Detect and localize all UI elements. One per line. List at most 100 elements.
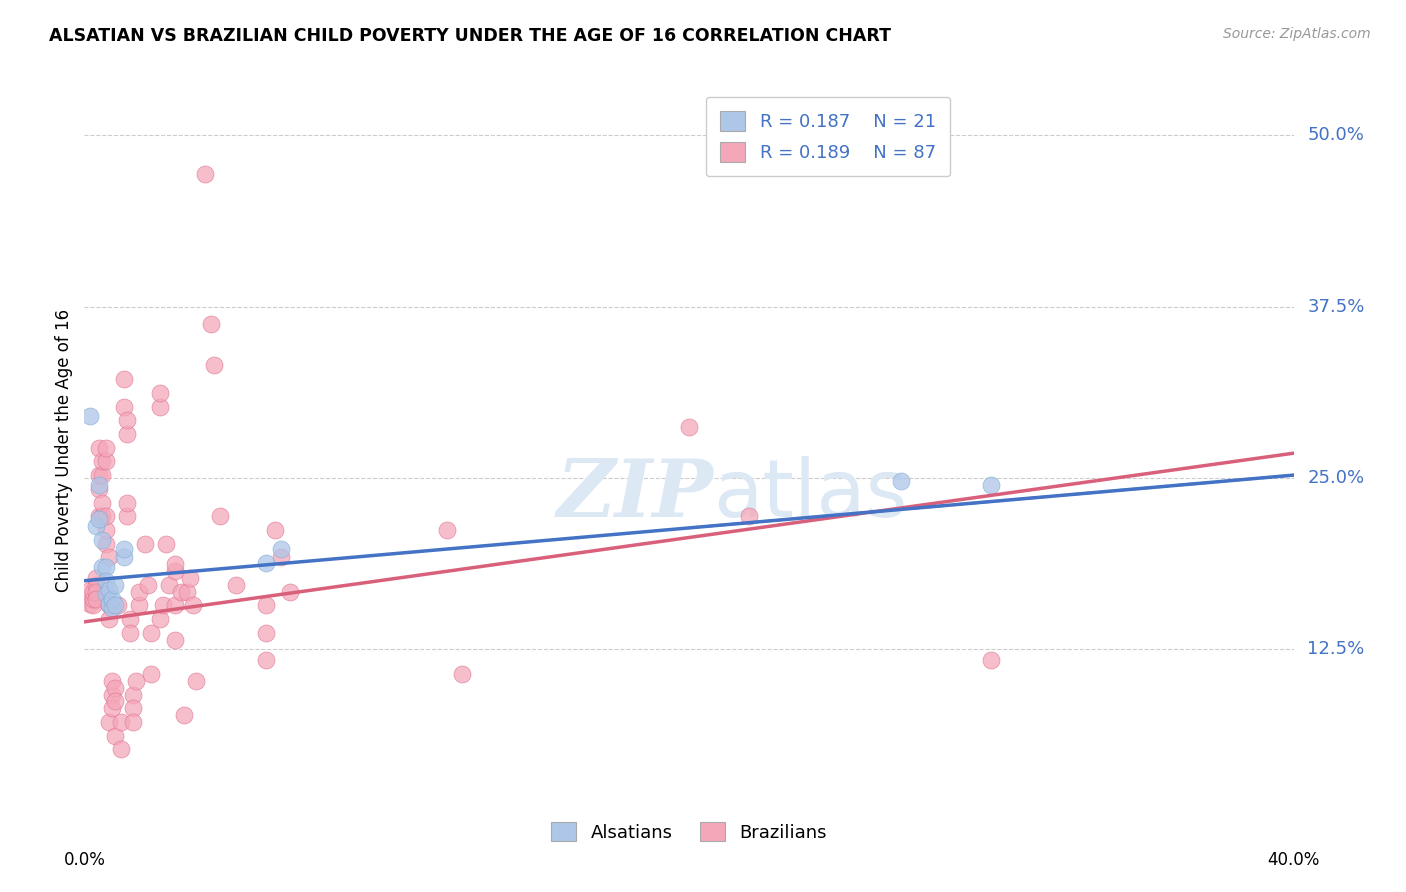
Point [89,441,111,455]
Point [152,599,174,613]
Point [97,597,120,611]
Point [225,578,247,592]
Text: ZIP: ZIP [557,456,713,533]
Point [110,742,132,756]
Point [82,584,104,599]
Text: Source: ZipAtlas.com: Source: ZipAtlas.com [1223,27,1371,41]
Text: 50.0%: 50.0% [1308,126,1364,145]
Point [254,653,277,667]
Point [179,571,201,585]
Point [678,420,700,434]
Point [254,556,277,570]
Point [89,468,111,483]
Point [97,550,120,565]
Point [139,625,162,640]
Point [118,612,141,626]
Text: 0.0%: 0.0% [63,851,105,869]
Point [104,729,127,743]
Point [86,591,108,606]
Point [278,584,301,599]
Point [89,482,111,496]
Point [100,701,122,715]
Point [112,400,135,414]
Point [91,468,114,483]
Point [91,509,114,524]
Text: atlas: atlas [713,456,907,534]
Point [139,667,162,681]
Text: ALSATIAN VS BRAZILIAN CHILD POVERTY UNDER THE AGE OF 16 CORRELATION CHART: ALSATIAN VS BRAZILIAN CHILD POVERTY UNDE… [49,27,891,45]
Point [115,495,138,509]
Point [128,584,150,599]
Point [107,599,129,613]
Point [170,584,193,599]
Point [980,653,1002,667]
Point [125,673,148,688]
Point [254,599,277,613]
Point [104,694,127,708]
Point [86,519,108,533]
Point [173,708,195,723]
Point [112,372,135,386]
Point [94,560,117,574]
Point [263,523,285,537]
Point [97,583,120,598]
Point [110,714,132,729]
Y-axis label: Child Poverty Under the Age of 16: Child Poverty Under the Age of 16 [55,309,73,592]
Point [165,564,187,578]
Point [136,578,159,592]
Point [270,550,292,565]
Point [91,495,114,509]
Point [128,599,150,613]
Point [91,533,114,547]
Point [89,512,111,526]
Point [94,587,117,601]
Point [149,612,172,626]
Point [149,400,172,414]
Point [176,584,198,599]
Point [97,612,120,626]
Point [94,523,117,537]
Point [112,542,135,557]
Point [86,578,108,592]
Point [890,474,912,488]
Text: 25.0%: 25.0% [1308,469,1365,487]
Text: 37.5%: 37.5% [1308,298,1365,316]
Point [100,688,122,702]
Point [115,427,138,442]
Point [104,599,127,613]
Point [97,599,120,613]
Point [436,523,458,537]
Point [89,477,111,491]
Point [165,599,187,613]
Point [91,454,114,468]
Point [200,318,222,332]
Point [82,591,104,606]
Point [94,537,117,551]
Text: 12.5%: 12.5% [1308,640,1365,658]
Point [115,509,138,524]
Point [115,413,138,427]
Point [270,542,292,557]
Point [104,578,127,592]
Point [202,359,225,373]
Point [79,583,101,598]
Point [100,591,122,606]
Text: 40.0%: 40.0% [1267,851,1320,869]
Point [118,625,141,640]
Point [94,509,117,524]
Point [79,409,101,424]
Point [254,625,277,640]
Point [86,584,108,599]
Point [94,454,117,468]
Point [121,701,143,715]
Point [121,714,143,729]
Point [738,509,761,524]
Point [181,599,204,613]
Point [149,385,172,400]
Point [100,601,122,615]
Point [157,578,180,592]
Point [82,599,104,613]
Legend: Alsatians, Brazilians: Alsatians, Brazilians [537,807,841,856]
Point [94,441,117,455]
Point [121,688,143,702]
